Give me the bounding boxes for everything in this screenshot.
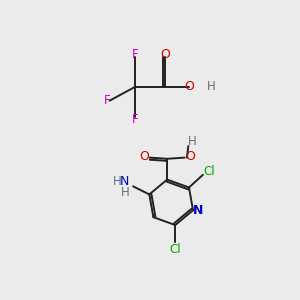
Text: H: H xyxy=(121,186,129,199)
Text: N: N xyxy=(120,175,130,188)
Text: Cl: Cl xyxy=(203,165,215,178)
Text: O: O xyxy=(139,150,149,163)
Text: O: O xyxy=(160,47,170,61)
Text: O: O xyxy=(184,80,194,93)
Text: N: N xyxy=(193,204,203,217)
Text: H: H xyxy=(188,135,196,148)
Text: H: H xyxy=(207,80,216,93)
Text: Cl: Cl xyxy=(169,243,181,256)
Text: O: O xyxy=(185,150,195,163)
Text: F: F xyxy=(132,113,139,126)
Text: H: H xyxy=(112,175,121,188)
Text: F: F xyxy=(103,94,110,107)
Text: F: F xyxy=(132,47,139,61)
